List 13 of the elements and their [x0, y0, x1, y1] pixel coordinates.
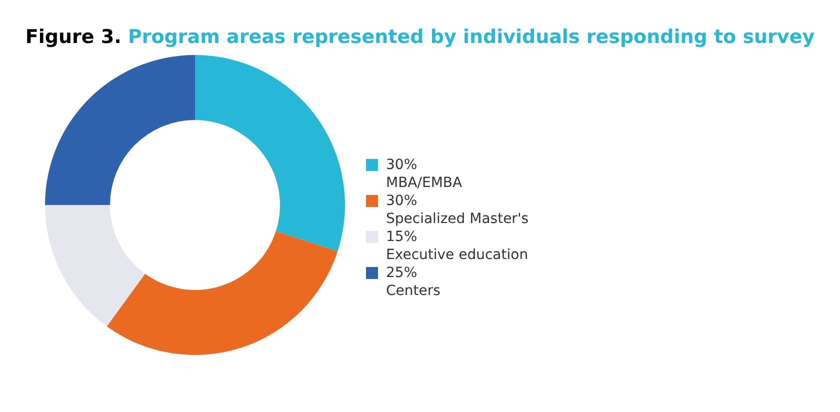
legend-label: Centers [386, 282, 440, 300]
donut-slice [195, 55, 345, 252]
legend-label: Executive education [386, 246, 528, 264]
chart-title: Figure 3. Program areas represented by individuals responding to survey [25, 26, 815, 48]
donut-slice [45, 205, 146, 326]
donut-slice [45, 55, 195, 205]
data-label: 30% [386, 192, 418, 210]
data-label: 30% [386, 156, 418, 174]
legend-label: Specialized Master's [386, 210, 529, 228]
data-label: 25% [386, 264, 418, 282]
legend-label: MBA/EMBA [386, 174, 462, 192]
data-label: 15% [386, 228, 418, 246]
donut-slice [106, 231, 338, 355]
